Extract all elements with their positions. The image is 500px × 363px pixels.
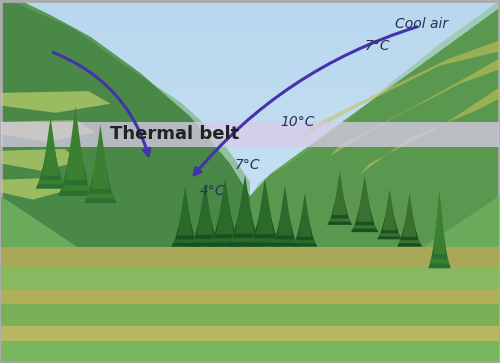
Polygon shape <box>236 175 255 233</box>
Polygon shape <box>296 203 314 240</box>
Polygon shape <box>66 106 85 180</box>
Polygon shape <box>294 212 316 243</box>
Polygon shape <box>381 198 398 233</box>
Polygon shape <box>0 326 500 340</box>
Polygon shape <box>194 194 216 239</box>
Polygon shape <box>383 189 396 230</box>
Polygon shape <box>357 175 372 222</box>
Polygon shape <box>230 201 260 242</box>
Polygon shape <box>10 1 250 196</box>
Polygon shape <box>355 185 374 225</box>
Polygon shape <box>214 191 236 238</box>
Polygon shape <box>328 200 352 225</box>
Polygon shape <box>250 8 500 362</box>
Polygon shape <box>0 246 500 268</box>
Polygon shape <box>379 208 400 236</box>
Text: Thermal belt: Thermal belt <box>110 125 240 143</box>
Polygon shape <box>0 305 500 326</box>
Polygon shape <box>292 222 318 246</box>
Polygon shape <box>209 216 242 246</box>
Polygon shape <box>197 182 214 235</box>
Polygon shape <box>300 40 500 138</box>
Polygon shape <box>0 268 500 290</box>
Polygon shape <box>401 203 418 240</box>
Polygon shape <box>178 186 192 236</box>
Polygon shape <box>212 203 239 242</box>
Polygon shape <box>38 143 64 184</box>
Polygon shape <box>58 155 93 196</box>
Polygon shape <box>360 87 500 174</box>
Polygon shape <box>397 222 422 246</box>
Polygon shape <box>0 149 80 171</box>
Polygon shape <box>0 122 500 147</box>
Polygon shape <box>428 232 450 268</box>
Polygon shape <box>0 178 66 200</box>
Polygon shape <box>329 191 350 222</box>
Polygon shape <box>331 181 348 219</box>
Polygon shape <box>298 193 312 237</box>
Polygon shape <box>249 216 281 246</box>
Polygon shape <box>60 139 90 191</box>
Polygon shape <box>353 196 376 229</box>
Polygon shape <box>330 58 500 156</box>
Polygon shape <box>174 208 197 243</box>
Polygon shape <box>233 188 257 238</box>
Polygon shape <box>228 214 262 246</box>
Polygon shape <box>254 191 276 238</box>
Polygon shape <box>0 120 96 142</box>
Polygon shape <box>377 217 402 239</box>
Text: 10°C: 10°C <box>280 115 314 129</box>
Polygon shape <box>64 123 88 185</box>
Polygon shape <box>333 171 346 215</box>
Polygon shape <box>42 117 59 176</box>
Polygon shape <box>92 125 110 189</box>
Text: 7°C: 7°C <box>235 158 260 172</box>
Polygon shape <box>172 219 199 246</box>
Polygon shape <box>271 219 298 246</box>
Text: 7°C: 7°C <box>364 39 390 53</box>
Polygon shape <box>276 197 294 239</box>
Polygon shape <box>256 179 274 234</box>
Polygon shape <box>176 197 195 239</box>
Polygon shape <box>89 139 112 193</box>
Polygon shape <box>190 217 220 246</box>
Polygon shape <box>434 189 446 254</box>
Text: Cool air: Cool air <box>396 17 448 31</box>
Polygon shape <box>0 290 500 305</box>
Polygon shape <box>192 205 218 243</box>
Text: 4°C: 4°C <box>200 184 226 197</box>
Polygon shape <box>399 212 420 243</box>
Polygon shape <box>402 193 416 237</box>
Polygon shape <box>278 186 292 236</box>
Polygon shape <box>0 1 250 362</box>
Polygon shape <box>40 130 61 180</box>
Polygon shape <box>86 153 114 199</box>
Polygon shape <box>251 203 278 242</box>
Polygon shape <box>0 91 110 113</box>
Polygon shape <box>36 156 66 189</box>
Polygon shape <box>432 204 448 259</box>
Polygon shape <box>216 179 234 234</box>
Polygon shape <box>0 340 500 362</box>
Polygon shape <box>351 206 378 232</box>
Polygon shape <box>84 167 116 203</box>
Polygon shape <box>250 1 500 196</box>
Polygon shape <box>0 196 500 362</box>
Polygon shape <box>430 218 449 264</box>
Polygon shape <box>273 208 296 243</box>
